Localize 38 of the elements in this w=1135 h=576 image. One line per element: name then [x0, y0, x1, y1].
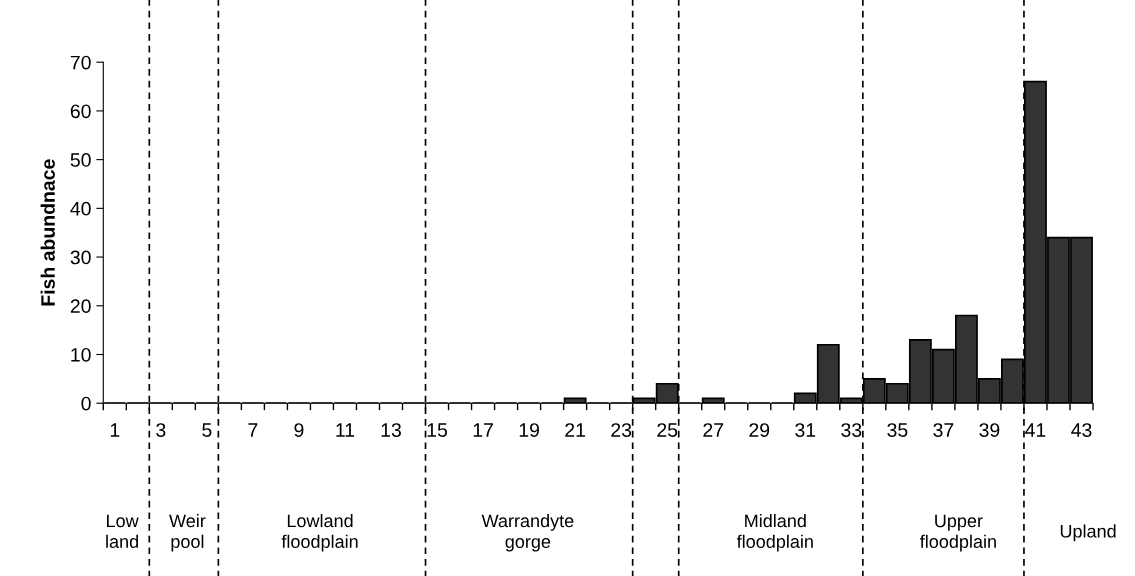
x-tick-label: 37 — [933, 423, 954, 437]
text: Upland — [1060, 524, 1116, 542]
x-tick-label: 15 — [427, 423, 448, 437]
x-tick-label: 1 — [110, 423, 120, 437]
x-tick-label: 21 — [565, 423, 585, 437]
x-tick-label: 23 — [611, 423, 632, 437]
x-tick-label: 3 — [156, 423, 166, 437]
y-axis-title: Fish abundnace — [40, 159, 55, 306]
y-tick-label: 60 — [70, 104, 91, 119]
x-tick-label: 7 — [248, 423, 258, 437]
x-tick-label: 39 — [979, 423, 1000, 437]
x-tick-label: 29 — [749, 423, 770, 437]
x-tick-label: 25 — [657, 423, 678, 437]
text: Upper floodplain — [920, 514, 996, 552]
x-tick-label: 33 — [841, 423, 862, 437]
x-tick-label: 17 — [473, 423, 493, 437]
text: Warrandyte gorge — [481, 513, 574, 552]
x-tick-label: 5 — [202, 423, 212, 437]
x-tick-label: 19 — [519, 423, 539, 437]
x-tick-label: 13 — [381, 423, 401, 437]
x-tick-label: 27 — [703, 423, 724, 437]
x-tick-label: 31 — [795, 423, 816, 437]
x-tick-label: 43 — [1071, 423, 1092, 437]
y-tick-label: 70 — [70, 55, 91, 70]
text: Low land — [106, 514, 139, 548]
x-tick-label: 11 — [336, 423, 355, 437]
y-tick-label: 10 — [71, 347, 91, 362]
y-tick-label: 20 — [70, 299, 91, 314]
y-tick-label: 30 — [70, 250, 91, 265]
x-tick-label: 9 — [294, 423, 304, 437]
y-tick-label: 0 — [81, 396, 91, 411]
y-tick-label: 40 — [70, 201, 91, 216]
y-tick-label: 50 — [70, 153, 91, 167]
x-tick-label: 41 — [1025, 423, 1046, 437]
text: Midland floodplain — [736, 513, 813, 552]
text: Lowland floodplain — [281, 513, 358, 552]
x-tick-label: 35 — [887, 423, 908, 437]
text: Weir pool — [169, 513, 206, 552]
